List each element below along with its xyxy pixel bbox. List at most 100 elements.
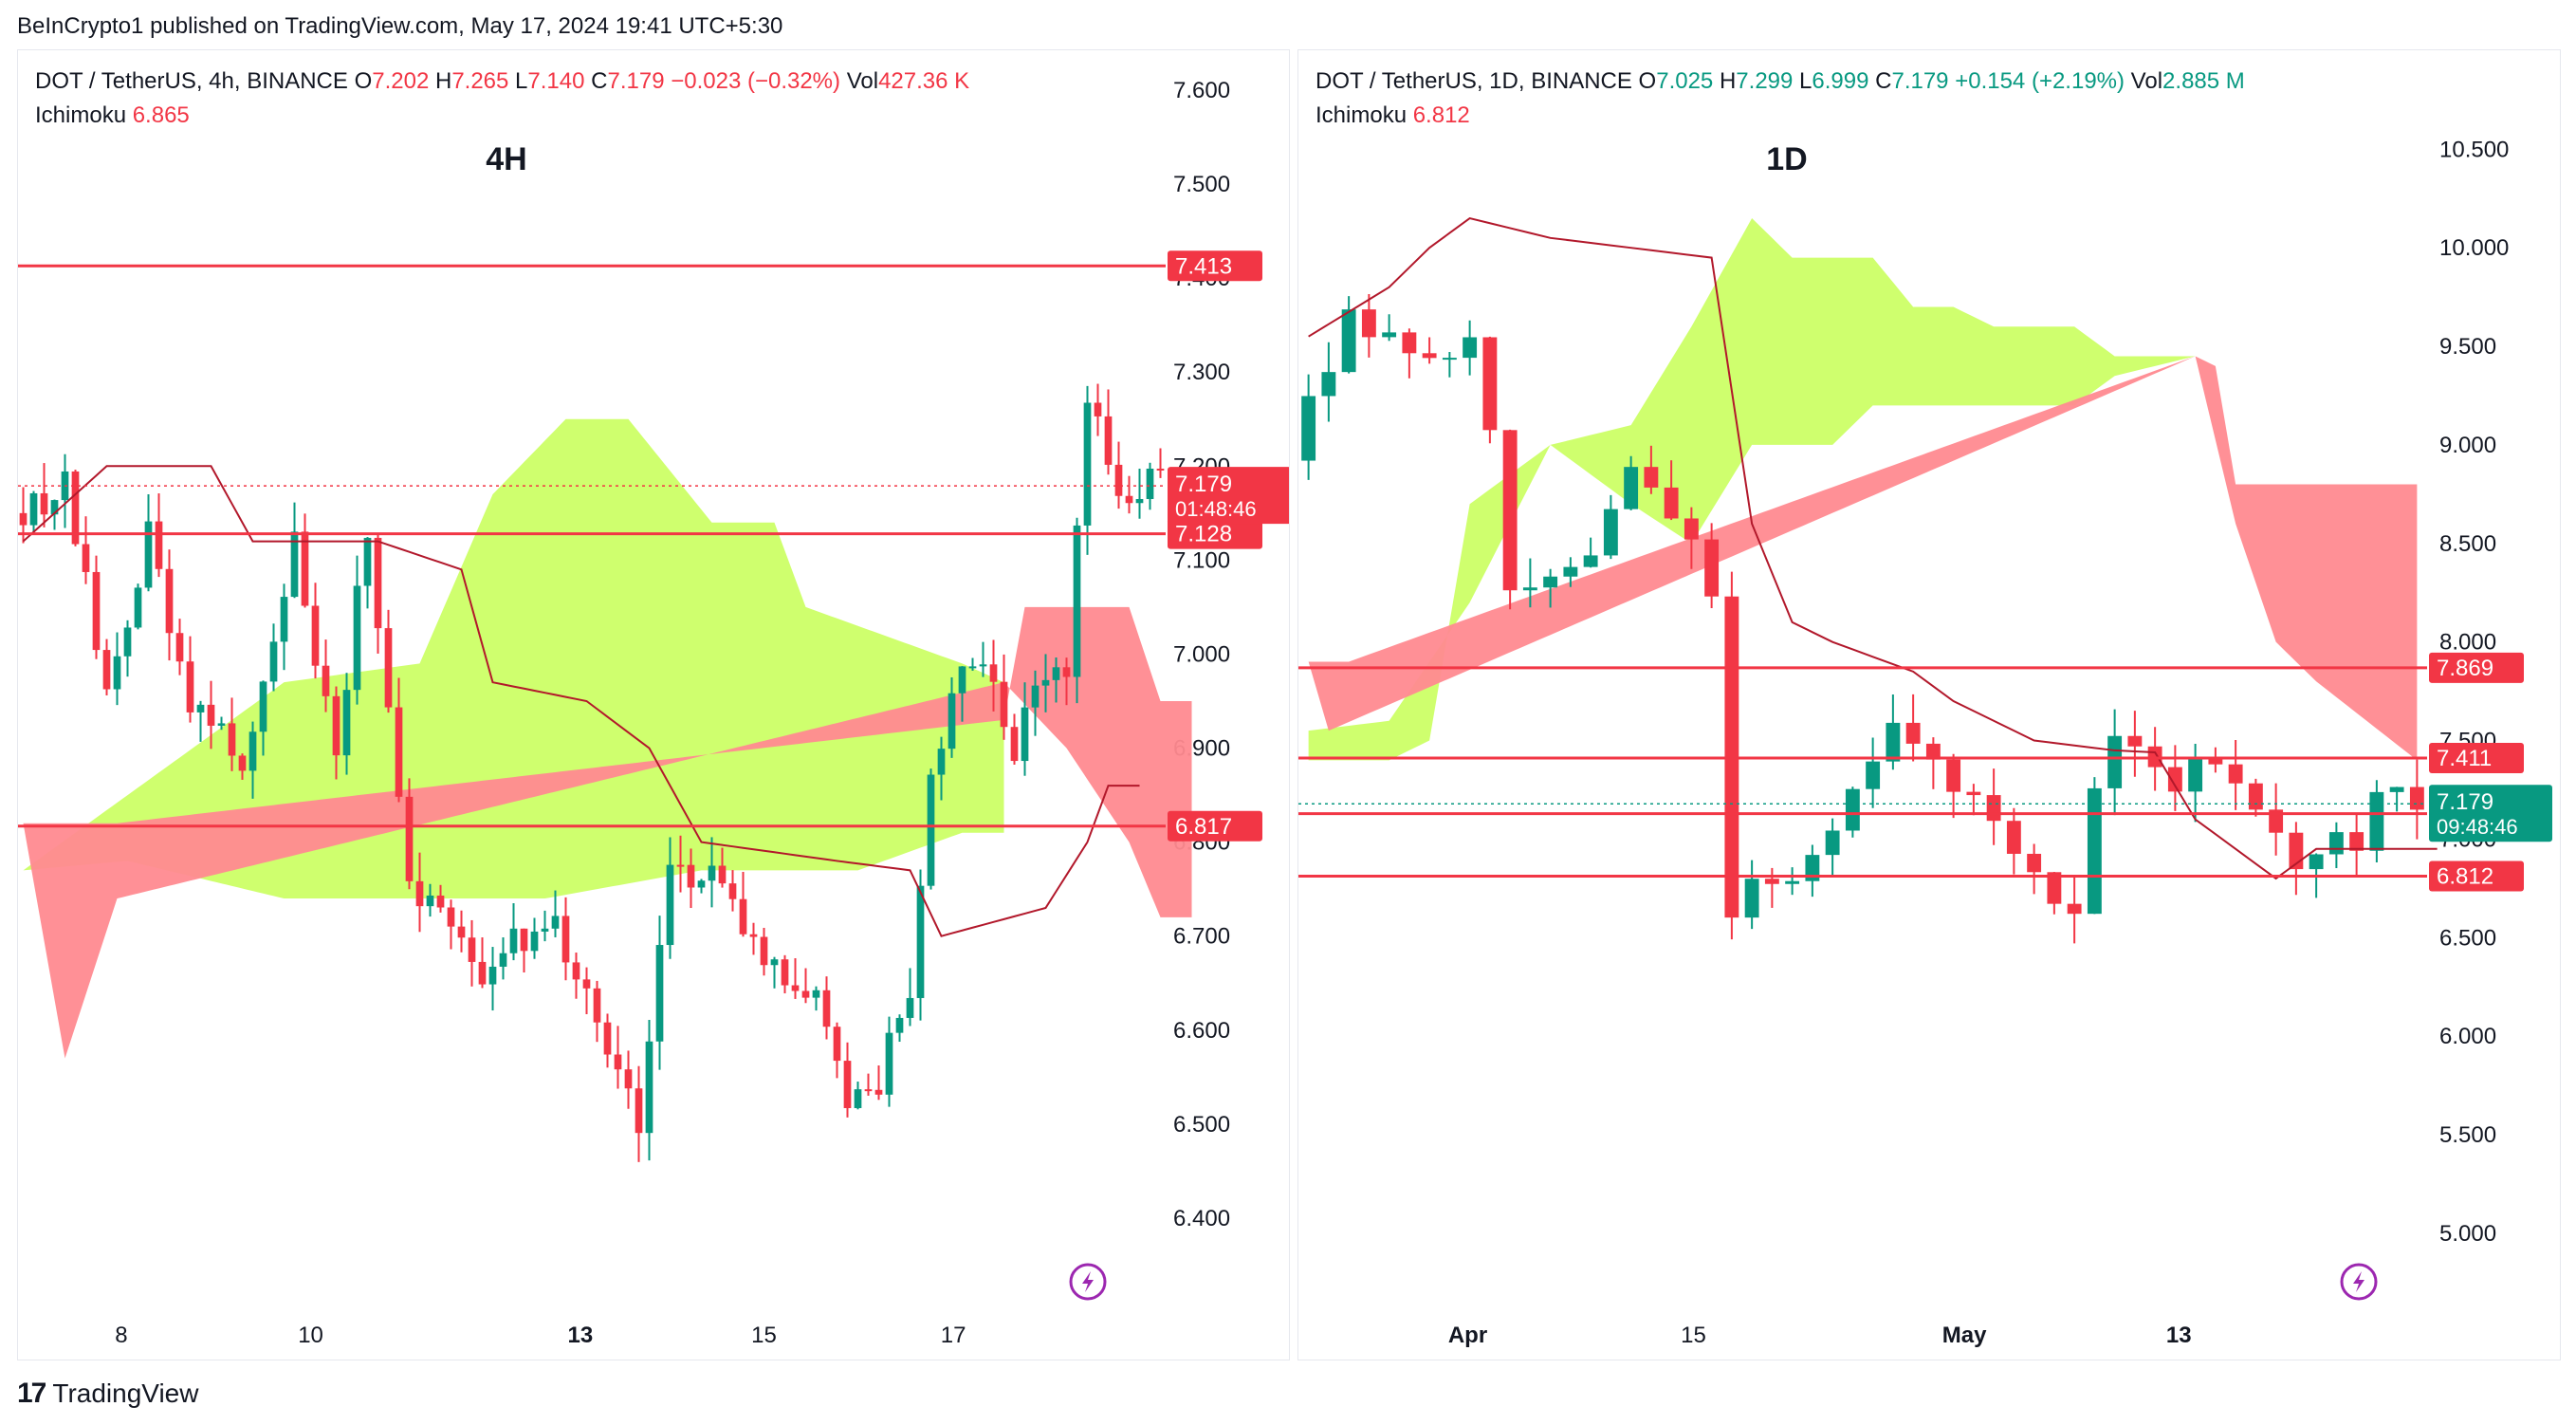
candle-body bbox=[71, 471, 80, 545]
candle-body bbox=[968, 666, 977, 669]
y-tick-label: 6.700 bbox=[1173, 924, 1230, 950]
candle-body bbox=[1966, 791, 1981, 796]
y-tick-label: 8.500 bbox=[2439, 531, 2496, 557]
candle-body bbox=[1684, 518, 1699, 540]
lightning-icon bbox=[2340, 1263, 2378, 1301]
candle-body bbox=[228, 723, 236, 756]
candle-body bbox=[666, 864, 674, 946]
candle-body bbox=[1624, 467, 1639, 509]
candle-body bbox=[1925, 743, 1941, 760]
candle-body bbox=[436, 895, 445, 908]
candle-body bbox=[635, 1088, 643, 1134]
candle-body bbox=[1041, 679, 1050, 686]
candle-body bbox=[280, 597, 288, 642]
candle-body bbox=[384, 628, 393, 708]
x-tick-label: 10 bbox=[298, 1323, 323, 1348]
x-tick-label: 13 bbox=[568, 1323, 594, 1348]
candle-body bbox=[123, 627, 132, 657]
candle-body bbox=[2127, 735, 2143, 747]
candle-body bbox=[1402, 332, 1417, 354]
y-tick-label: 6.500 bbox=[1173, 1112, 1230, 1138]
candle-body bbox=[749, 934, 758, 937]
candle-body bbox=[186, 661, 194, 712]
candle-body bbox=[342, 690, 351, 756]
candle-body bbox=[1946, 759, 1961, 792]
level-price-tag bbox=[2429, 743, 2524, 774]
candle-body bbox=[624, 1069, 633, 1089]
candle-body bbox=[1866, 761, 1881, 789]
chart-panel-4h[interactable]: 7.6007.5007.4007.3007.2007.1007.0006.900… bbox=[17, 49, 1290, 1360]
candle-body bbox=[259, 681, 267, 732]
candle-body bbox=[1321, 372, 1336, 397]
candle-body bbox=[395, 707, 403, 797]
y-tick-label: 10.500 bbox=[2439, 137, 2509, 162]
level-price-tag bbox=[2429, 861, 2524, 892]
candle-body bbox=[82, 544, 90, 572]
y-tick-label: 5.500 bbox=[2439, 1122, 2496, 1148]
candle-body bbox=[1135, 499, 1144, 504]
candle-body bbox=[593, 988, 601, 1023]
candle-body bbox=[311, 605, 320, 666]
candle-body bbox=[1062, 667, 1071, 677]
candle-body bbox=[2328, 832, 2344, 855]
candle-body bbox=[781, 959, 789, 986]
candle-body bbox=[217, 723, 226, 726]
chart-4h-svg[interactable]: 7.6007.5007.4007.3007.2007.1007.0006.900… bbox=[18, 50, 1289, 1360]
candle-body bbox=[1156, 468, 1165, 471]
candle-body bbox=[332, 695, 340, 756]
candle-body bbox=[415, 880, 424, 907]
candle-body bbox=[687, 864, 695, 888]
candle-body bbox=[864, 1089, 873, 1092]
candle-body bbox=[520, 928, 528, 952]
candle-body bbox=[1563, 566, 1578, 577]
candle-body bbox=[1845, 788, 1860, 831]
candle-body bbox=[1341, 309, 1356, 373]
candle-body bbox=[50, 500, 59, 515]
candle-body bbox=[1764, 879, 1779, 884]
candle-body bbox=[989, 664, 998, 682]
candle-body bbox=[541, 928, 549, 932]
candle-body bbox=[19, 512, 28, 526]
candle-body bbox=[676, 864, 685, 867]
candle-body bbox=[1010, 727, 1019, 762]
candle-body bbox=[927, 774, 935, 886]
y-tick-label: 8.000 bbox=[2439, 630, 2496, 656]
candle-body bbox=[791, 985, 800, 991]
chart-title: 4H bbox=[486, 141, 526, 177]
ichimoku-line bbox=[22, 465, 1140, 937]
candle-body bbox=[958, 666, 966, 694]
chart-1d-svg[interactable]: 10.50010.0009.5009.0008.5008.0007.5007.0… bbox=[1298, 50, 2560, 1360]
candle-body bbox=[92, 571, 101, 651]
candle-body bbox=[739, 898, 747, 935]
candle-body bbox=[812, 990, 820, 998]
candle-body bbox=[2067, 903, 2082, 915]
candle-body bbox=[1000, 681, 1008, 728]
candle-body bbox=[2309, 854, 2324, 870]
candle-body bbox=[196, 704, 205, 712]
candle-body bbox=[2087, 787, 2102, 915]
y-tick-label: 7.300 bbox=[1173, 360, 1230, 385]
candle-body bbox=[322, 665, 330, 696]
candle-body bbox=[1603, 509, 1618, 556]
candle-body bbox=[728, 883, 737, 899]
x-tick-label: 8 bbox=[115, 1323, 127, 1348]
level-price-label: 7.128 bbox=[1175, 522, 1232, 547]
candle-body bbox=[1125, 495, 1133, 504]
candle-body bbox=[979, 664, 987, 667]
candle-body bbox=[874, 1089, 883, 1095]
y-tick-label: 9.000 bbox=[2439, 433, 2496, 458]
candle-body bbox=[708, 865, 716, 881]
y-tick-label: 7.100 bbox=[1173, 547, 1230, 573]
candle-body bbox=[645, 1041, 653, 1134]
chart-panel-1d[interactable]: 10.50010.0009.5009.0008.5008.0007.5007.0… bbox=[1297, 49, 2561, 1360]
x-tick-label: Apr bbox=[1448, 1323, 1487, 1348]
y-tick-label: 7.500 bbox=[1173, 172, 1230, 197]
candle-body bbox=[301, 531, 309, 606]
candle-body bbox=[1073, 525, 1081, 677]
candle-body bbox=[614, 1054, 622, 1070]
candle-body bbox=[353, 585, 361, 691]
candle-body bbox=[1361, 309, 1376, 338]
candle-body bbox=[2006, 821, 2021, 854]
candle-body bbox=[1986, 795, 2001, 822]
y-tick-label: 10.000 bbox=[2439, 235, 2509, 261]
